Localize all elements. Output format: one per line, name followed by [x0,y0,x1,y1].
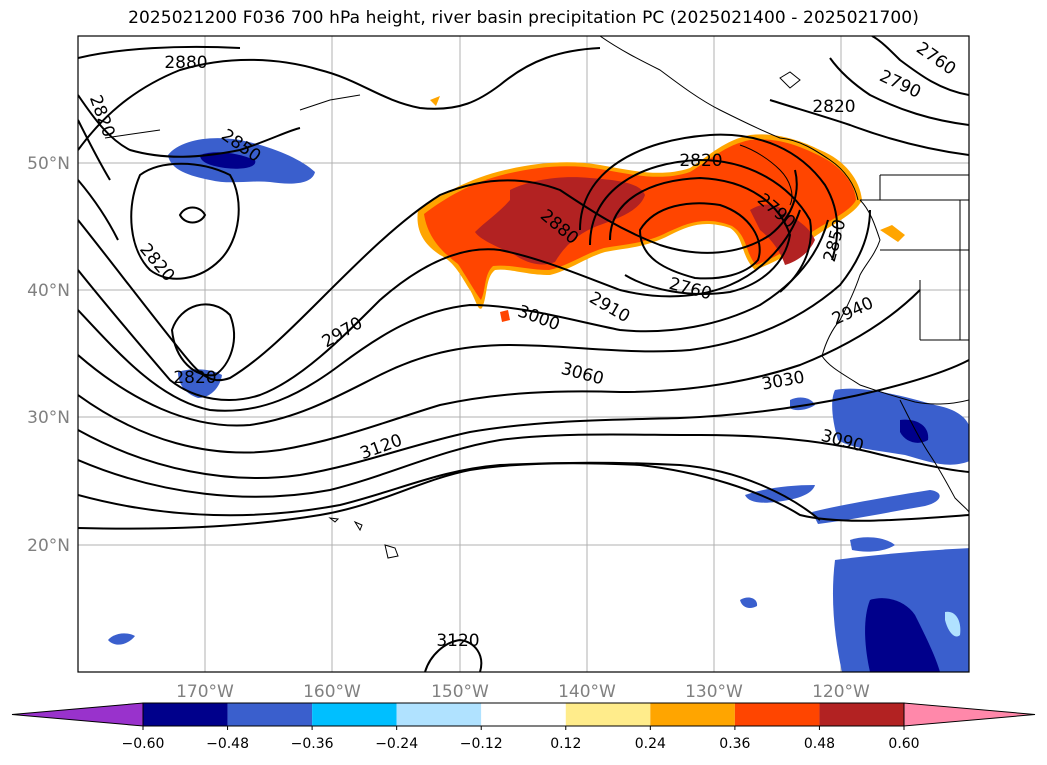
lat-label-20n: 20°N [27,536,70,556]
colorbar-tick-label: −0.60 [122,736,165,752]
colorbar-swatch [650,703,735,726]
map-title: 2025021200 F036 700 hPa height, river ba… [128,8,919,28]
map-border [77,35,970,673]
lon-label-170w: 170°W [176,682,234,702]
latitude-labels: 50°N 40°N 30°N 20°N [27,154,70,556]
colorbar-swatch [396,703,482,726]
lat-label-40n: 40°N [27,281,70,301]
colorbar-tick-label: 0.12 [550,736,581,752]
contour-label: 2880 [164,53,207,73]
colorbar-tick-label: 0.36 [719,736,750,752]
contour-label: 2820 [173,368,216,388]
colorbar-swatch [565,703,651,726]
colorbar-swatch [481,703,566,726]
colorbar-tick-label: 0.24 [635,736,666,752]
colorbar-frame [142,702,905,727]
negative-precip-patches [108,138,969,672]
contour-label: 2820 [812,97,855,117]
colorbar-tick-label: −0.48 [206,736,249,752]
lon-label-160w: 160°W [303,682,361,702]
colorbar-swatch [143,703,228,726]
lon-label-140w: 140°W [558,682,616,702]
lon-label-150w: 150°W [431,682,489,702]
lat-label-50n: 50°N [27,154,70,174]
colorbar-tick-label: 0.60 [888,736,919,752]
colorbar-swatch [734,703,820,726]
positive-precip-band [417,96,905,322]
lon-label-130w: 130°W [685,682,743,702]
colorbar-extend-left [11,702,144,727]
colorbar-swatch [819,703,904,726]
colorbar-tick-label: 0.48 [804,736,835,752]
lat-label-30n: 30°N [27,408,70,428]
colorbar-tick-label: −0.36 [291,736,334,752]
colorbar-extend-right [903,702,1036,727]
colorbar-tick-label: −0.12 [460,736,503,752]
contour-label: 3120 [436,631,479,651]
colorbar-swatch [312,703,397,726]
lon-label-120w: 120°W [812,682,870,702]
contour-label: 2820 [679,151,722,171]
colorbar: −0.60 −0.48 −0.36 −0.24 −0.12 0.12 0.24 0.36 0.4… [11,702,1036,752]
longitude-labels: 170°W 160°W 150°W 140°W 130°W 120°W [176,682,870,702]
colorbar-swatch [227,703,313,726]
coastlines [104,36,969,559]
colorbar-tick-label: −0.24 [375,736,418,752]
height-contours [78,36,969,672]
